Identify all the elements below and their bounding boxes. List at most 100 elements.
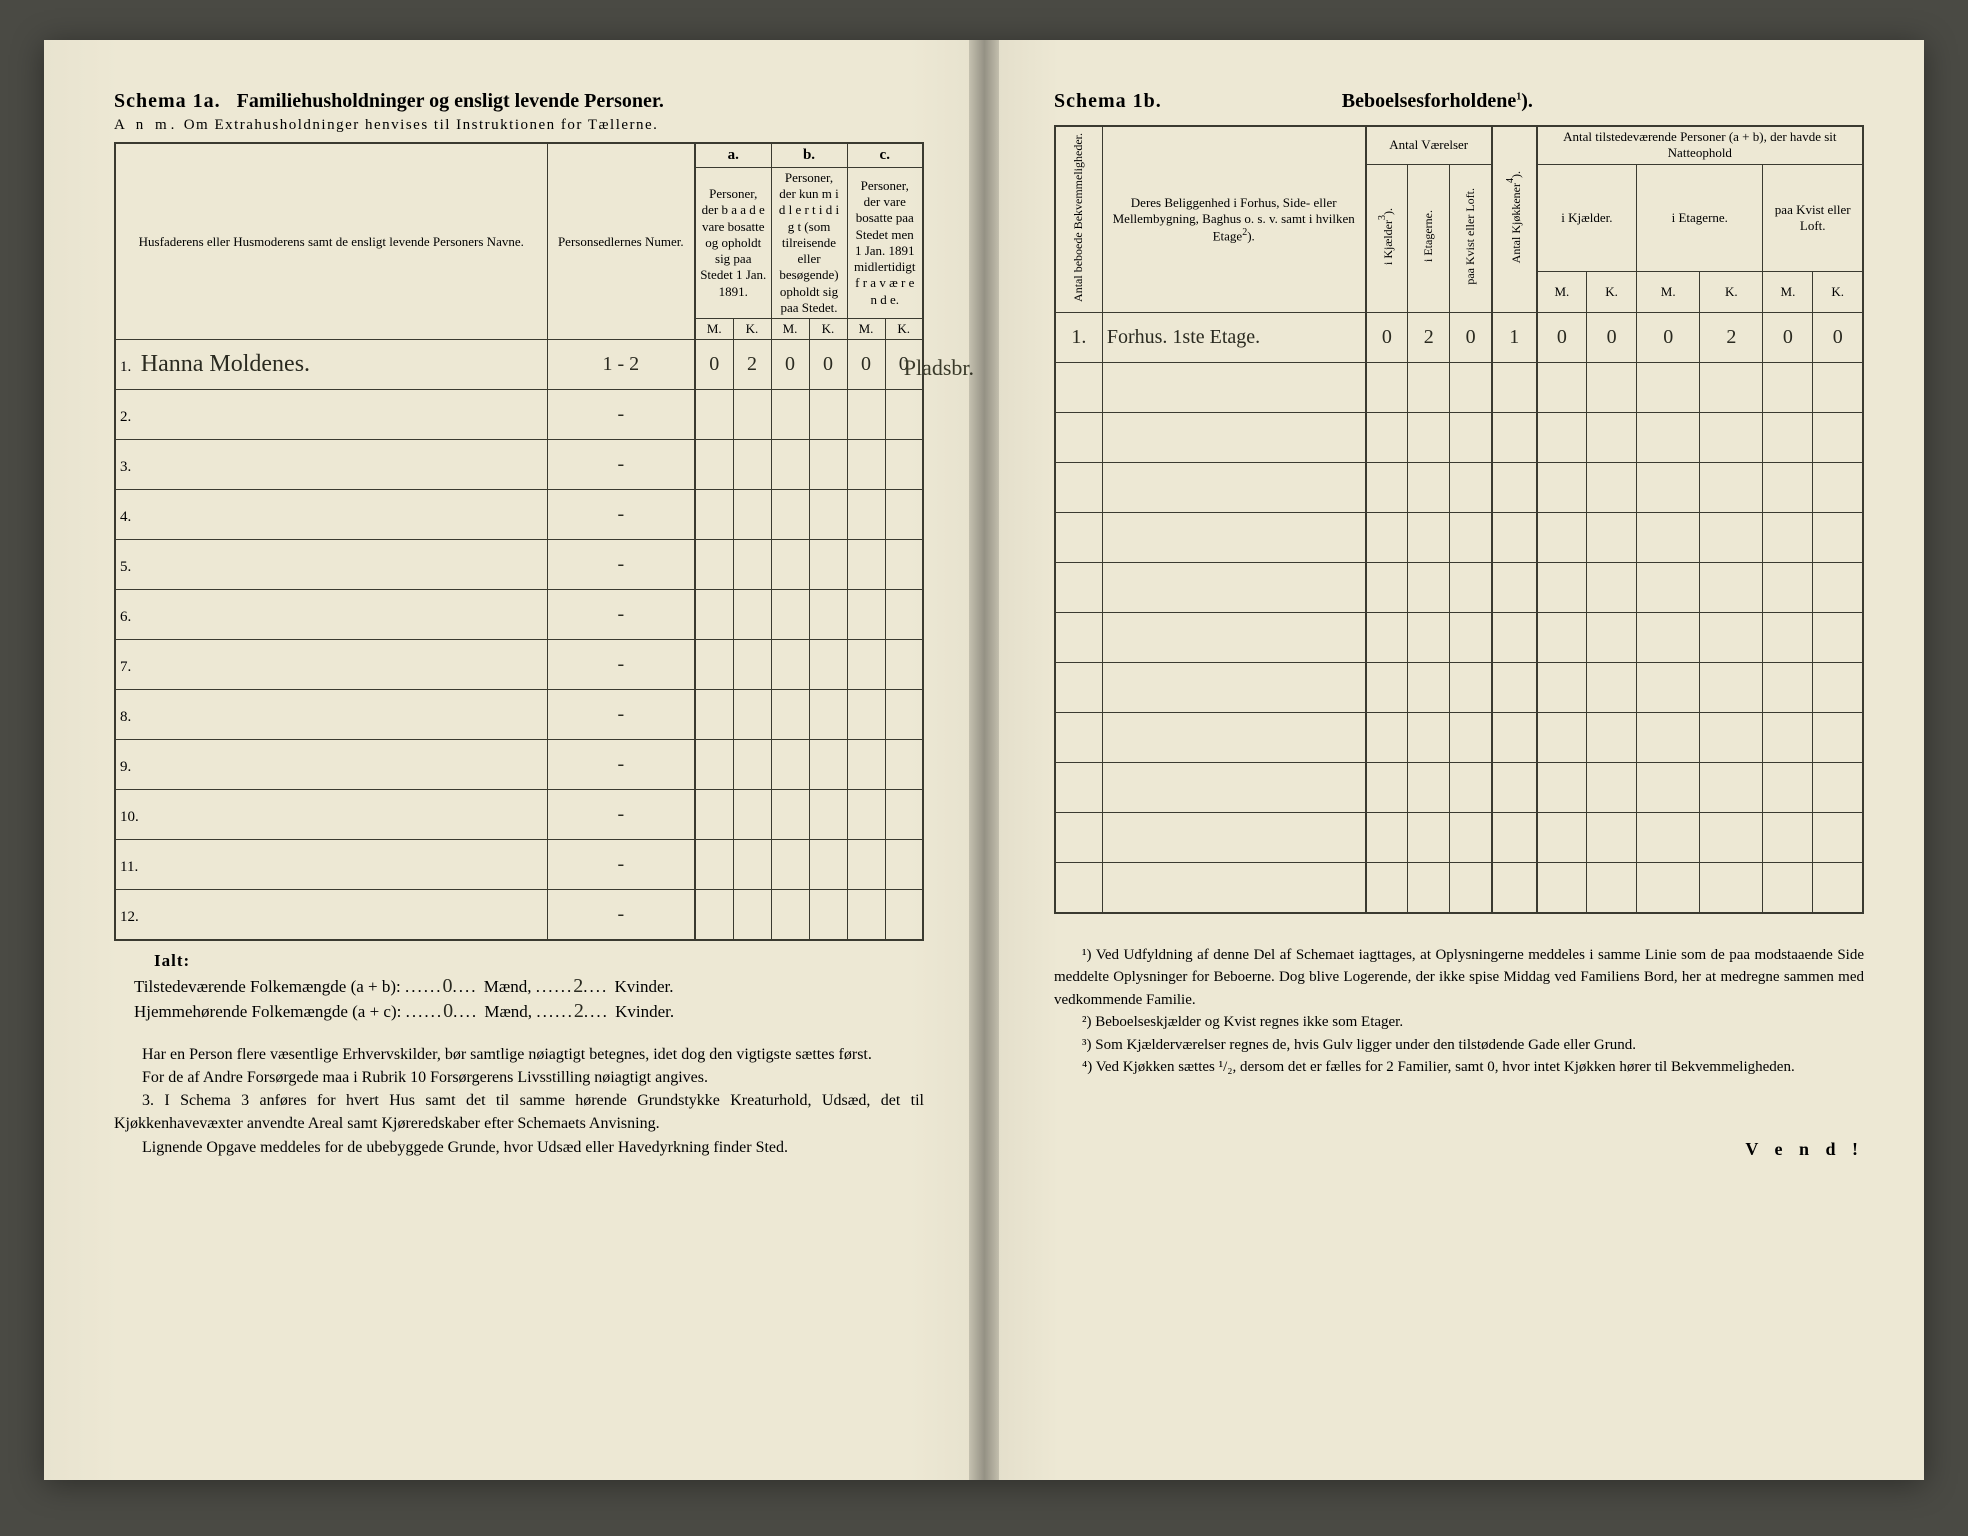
cell-aM (695, 690, 733, 740)
cell-cK (885, 490, 923, 540)
h-a-m: M. (695, 319, 733, 340)
h-b-text: Personer, der kun m i d l e r t i d i g … (771, 167, 847, 318)
cell-kjM (1537, 763, 1587, 813)
h-numer: Personsedlernes Numer. (547, 143, 695, 340)
cell-kj (1366, 563, 1408, 613)
cell-etK (1700, 613, 1763, 663)
cell-cK (885, 790, 923, 840)
cell-kvM (1763, 513, 1813, 563)
cell-kjM: 0 (1537, 313, 1587, 363)
cell-kvM (1763, 663, 1813, 713)
cell-kvK (1813, 663, 1863, 713)
table-row (1055, 863, 1863, 913)
h-a-text: Personer, der b a a d e vare bosatte og … (695, 167, 771, 318)
cell-n (1055, 563, 1102, 613)
h-kj-k: K. (1587, 272, 1637, 313)
cell-bK (809, 690, 847, 740)
cell-belig (1102, 363, 1365, 413)
cell-numer: - (547, 790, 695, 840)
cell-belig (1102, 613, 1365, 663)
cell-bM (771, 740, 809, 790)
left-page: Schema 1a. Familiehusholdninger og ensli… (44, 40, 984, 1480)
cell-belig (1102, 713, 1365, 763)
cell-kjK (1587, 563, 1637, 613)
cell-cM (847, 740, 885, 790)
page-gutter (969, 40, 999, 1480)
cell-kvK (1813, 413, 1863, 463)
cell-numer: - (547, 690, 695, 740)
cell-bM (771, 640, 809, 690)
schema-1b-label: Schema 1b. (1054, 90, 1162, 113)
h-a-label: a. (695, 143, 771, 167)
cell-cK (885, 440, 923, 490)
cell-bK (809, 840, 847, 890)
cell-aK (733, 490, 771, 540)
cell-kjK (1587, 763, 1637, 813)
left-title: Schema 1a. Familiehusholdninger og ensli… (114, 90, 924, 113)
cell-n (1055, 763, 1102, 813)
cell-cM (847, 390, 885, 440)
cell-aM (695, 590, 733, 640)
cell-et (1408, 513, 1450, 563)
cell-kjK (1587, 713, 1637, 763)
vend-label: V e n d ! (1054, 1139, 1864, 1160)
h-c-text: Personer, der vare bosatte paa Stedet me… (847, 167, 923, 318)
cell-bM (771, 390, 809, 440)
cell-cK (885, 640, 923, 690)
cell-kjM (1537, 563, 1587, 613)
cell-aK (733, 640, 771, 690)
cell-bM (771, 890, 809, 940)
cell-numer: - (547, 390, 695, 440)
cell-aM: 0 (695, 340, 733, 390)
cell-kvM (1763, 463, 1813, 513)
h-c-k: K. (885, 319, 923, 340)
cell-kk (1492, 463, 1537, 513)
cell-bM (771, 490, 809, 540)
cell-kjK (1587, 363, 1637, 413)
cell-kvM (1763, 713, 1813, 763)
cell-kj: 0 (1366, 313, 1408, 363)
cell-name: 12. (115, 890, 547, 940)
cell-kvM (1763, 363, 1813, 413)
cell-cM (847, 640, 885, 690)
table-row: 8. - (115, 690, 923, 740)
cell-kjM (1537, 413, 1587, 463)
h-antal-vaer: Antal Værelser (1366, 126, 1492, 164)
cell-kjK (1587, 613, 1637, 663)
cell-kvM (1763, 413, 1813, 463)
table-row (1055, 713, 1863, 763)
cell-kk (1492, 813, 1537, 863)
cell-name: 3. (115, 440, 547, 490)
cell-numer: - (547, 640, 695, 690)
cell-kj (1366, 763, 1408, 813)
cell-kjK (1587, 413, 1637, 463)
cell-aK (733, 690, 771, 740)
cell-kvK (1813, 713, 1863, 763)
cell-kvM (1763, 563, 1813, 613)
cell-etK (1700, 813, 1763, 863)
cell-et (1408, 813, 1450, 863)
cell-kk (1492, 363, 1537, 413)
cell-n (1055, 713, 1102, 763)
left-body-text: Har en Person flere væsentlige Erhvervsk… (114, 1043, 924, 1159)
cell-etK (1700, 763, 1763, 813)
cell-n (1055, 363, 1102, 413)
body-p4: Lignende Opgave meddeles for de ubebygge… (114, 1136, 924, 1159)
cell-cM (847, 590, 885, 640)
cell-etM (1637, 363, 1700, 413)
cell-etM (1637, 763, 1700, 813)
sum-line-1: Tilstedeværende Folkemængde (a + b): ...… (134, 975, 924, 998)
table-row: 10. - (115, 790, 923, 840)
cell-kjM (1537, 663, 1587, 713)
cell-kv (1450, 613, 1492, 663)
cell-belig (1102, 563, 1365, 613)
cell-kk (1492, 713, 1537, 763)
cell-kk (1492, 413, 1537, 463)
cell-cK (885, 690, 923, 740)
cell-kjK (1587, 513, 1637, 563)
cell-kvK: 0 (1813, 313, 1863, 363)
cell-numer: 1 - 2 (547, 340, 695, 390)
cell-kj (1366, 363, 1408, 413)
h-kj-m: M. (1537, 272, 1587, 313)
cell-kv (1450, 363, 1492, 413)
